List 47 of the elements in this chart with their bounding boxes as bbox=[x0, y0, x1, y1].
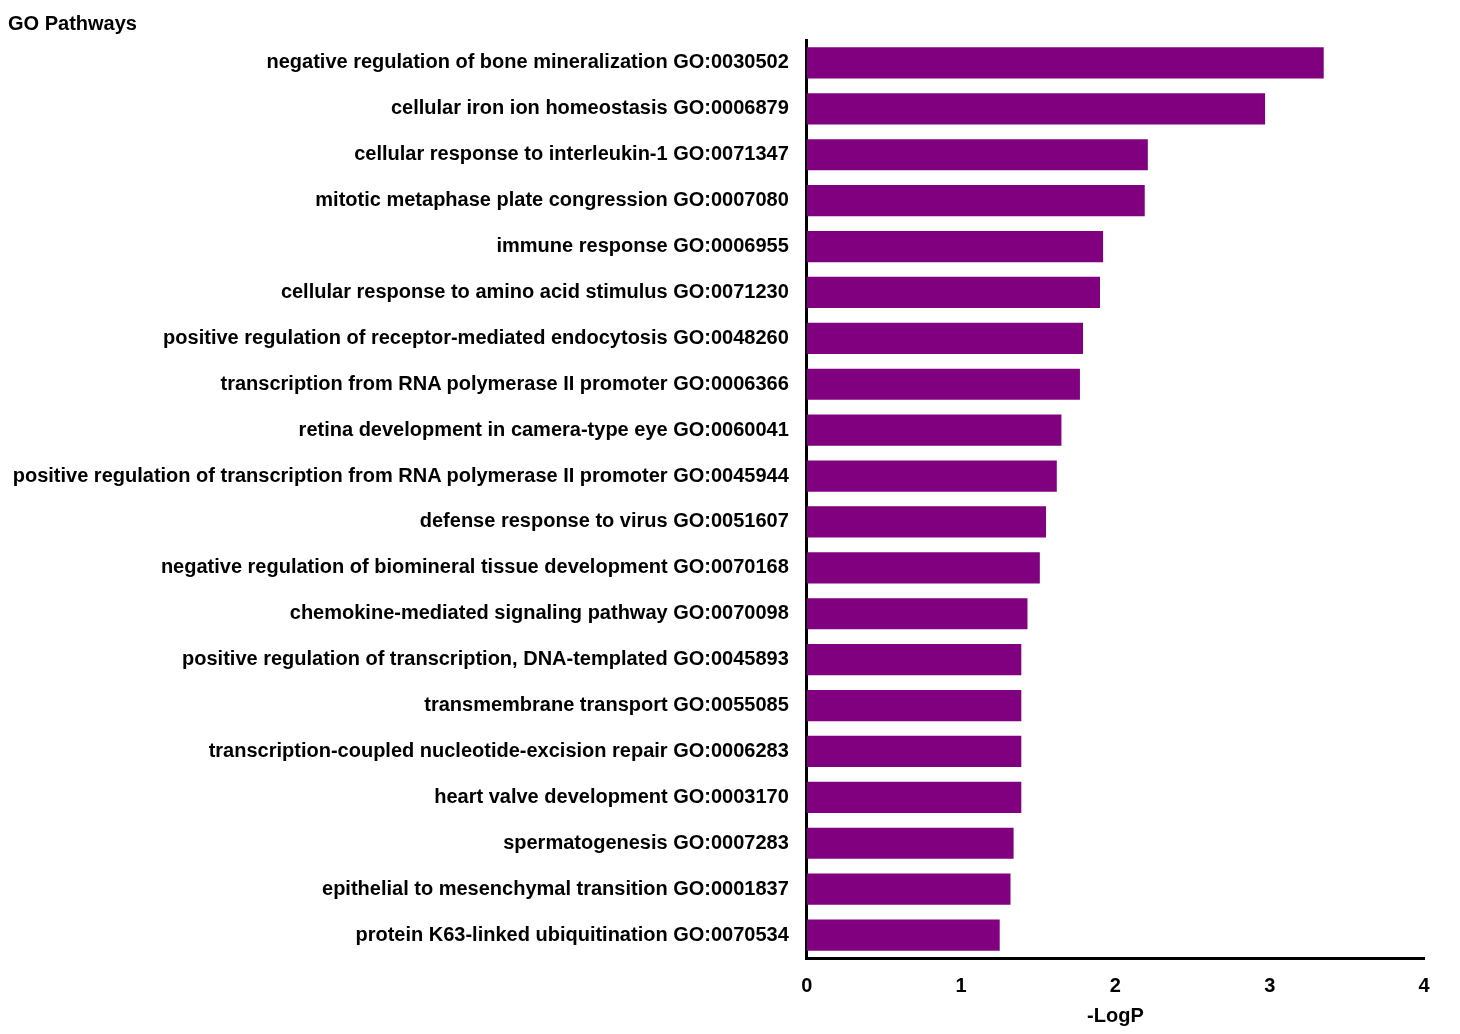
y-tick-label: positive regulation of transcription from RNA polymerase II promoter GO:0045944 bbox=[12, 463, 790, 486]
bar bbox=[806, 93, 1266, 125]
bar bbox=[806, 322, 1084, 354]
y-tick-label: transmembrane transport GO:0055085 bbox=[424, 693, 789, 716]
y-tick-label: cellular iron ion homeostasis GO:0006879 bbox=[390, 96, 789, 119]
bar bbox=[806, 735, 1022, 768]
y-tick-label: transcription from RNA polymerase II promoter GO:0006366 bbox=[220, 371, 789, 394]
y-tick-label: heart valve development GO:0003170 bbox=[434, 784, 789, 807]
y-tick-label: cellular response to interleukin-1 GO:0071347 bbox=[354, 142, 789, 165]
x-tick-label: 1 bbox=[955, 973, 967, 996]
y-tick-label: positive regulation of transcription, DNA-templated GO:0045893 bbox=[182, 647, 789, 670]
bar bbox=[806, 506, 1046, 538]
y-tick-label: transcription-coupled nucleotide-excision repair GO:0006283 bbox=[208, 738, 789, 761]
y-tick-label: negative regulation of bone mineralization GO:0030502 bbox=[266, 50, 789, 73]
bar bbox=[806, 47, 1324, 79]
bar bbox=[806, 689, 1022, 722]
y-tick-label: defense response to virus GO:0051607 bbox=[419, 509, 789, 532]
bar bbox=[806, 552, 1040, 584]
y-tick-label: chemokine-mediated signaling pathway GO:0070098 bbox=[289, 601, 789, 624]
y-tick-label: protein K63-linked ubiquitination GO:0070534 bbox=[355, 922, 790, 945]
x-tick-label: 3 bbox=[1264, 973, 1276, 996]
y-tick-label: mitotic metaphase plate congression GO:0007080 bbox=[315, 188, 789, 211]
bar bbox=[806, 781, 1022, 813]
bar bbox=[806, 139, 1148, 171]
y-tick-label: cellular response to amino acid stimulus GO:0071230 bbox=[280, 279, 789, 302]
x-axis-title: -LogP bbox=[1087, 1003, 1144, 1026]
bar bbox=[806, 873, 1011, 905]
y-tick-label: retina development in camera-type eye GO:0060041 bbox=[298, 417, 789, 440]
x-tick-label: 4 bbox=[1418, 973, 1431, 996]
y-tick-label: epithelial to mesenchymal transition GO:0001837 bbox=[322, 876, 789, 899]
bar bbox=[806, 827, 1014, 859]
bar bbox=[806, 919, 1000, 951]
bar bbox=[806, 644, 1022, 676]
bar bbox=[806, 368, 1080, 400]
y-tick-label: spermatogenesis GO:0007283 bbox=[503, 830, 789, 853]
y-tick-label: immune response GO:0006955 bbox=[496, 234, 789, 257]
bar bbox=[806, 276, 1100, 309]
bar bbox=[806, 460, 1057, 492]
y-tick-label: negative regulation of biomineral tissue development GO:0070168 bbox=[160, 555, 789, 578]
y-tick-label: positive regulation of receptor-mediated endocytosis GO:0048260 bbox=[163, 325, 789, 348]
bar bbox=[806, 185, 1145, 217]
bar bbox=[806, 230, 1104, 263]
x-tick-label: 2 bbox=[1109, 973, 1121, 996]
bar bbox=[806, 598, 1028, 630]
bar bbox=[806, 414, 1062, 446]
text: GO Pathways bbox=[8, 11, 137, 34]
x-tick-label: 0 bbox=[801, 973, 813, 996]
